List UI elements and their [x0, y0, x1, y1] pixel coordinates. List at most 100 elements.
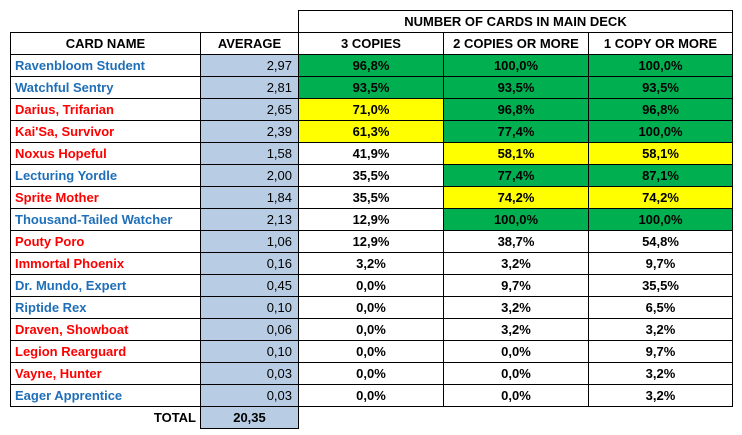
table-row: Pouty Poro 1,06 12,9% 38,7% 54,8%: [10, 230, 733, 253]
blank-cell: [444, 407, 589, 429]
card-name-cell: Watchful Sentry: [10, 76, 201, 99]
table-row: Lecturing Yordle 2,00 35,5% 77,4% 87,1%: [10, 164, 733, 187]
table-row: Kai'Sa, Survivor 2,39 61,3% 77,4% 100,0%: [10, 120, 733, 143]
pct-1-copy-cell: 93,5%: [588, 76, 733, 99]
header-card-name: CARD NAME: [10, 32, 201, 55]
table-row: Legion Rearguard 0,10 0,0% 0,0% 9,7%: [10, 340, 733, 363]
pct-3-copies-cell: 71,0%: [298, 98, 444, 121]
card-name-cell: Draven, Showboat: [10, 318, 201, 341]
table-body: Ravenbloom Student 2,97 96,8% 100,0% 100,0% W…: [10, 54, 733, 407]
average-cell: 2,65: [200, 98, 299, 121]
pct-3-copies-cell: 0,0%: [298, 296, 444, 319]
header-2-copies: 2 COPIES OR MORE: [443, 32, 589, 55]
card-name-cell: Sprite Mother: [10, 186, 201, 209]
pct-2-copies-cell: 38,7%: [443, 230, 589, 253]
card-name-cell: Immortal Phoenix: [10, 252, 201, 275]
average-cell: 0,10: [200, 296, 299, 319]
average-cell: 2,97: [200, 54, 299, 77]
pct-2-copies-cell: 77,4%: [443, 120, 589, 143]
pct-3-copies-cell: 0,0%: [298, 274, 444, 297]
pct-3-copies-cell: 12,9%: [298, 208, 444, 231]
pct-2-copies-cell: 3,2%: [443, 318, 589, 341]
header-average: AVERAGE: [200, 32, 299, 55]
average-cell: 0,16: [200, 252, 299, 275]
pct-2-copies-cell: 100,0%: [443, 208, 589, 231]
pct-1-copy-cell: 96,8%: [588, 98, 733, 121]
pct-2-copies-cell: 9,7%: [443, 274, 589, 297]
card-name-cell: Ravenbloom Student: [10, 54, 201, 77]
pct-3-copies-cell: 0,0%: [298, 340, 444, 363]
table-row: Draven, Showboat 0,06 0,0% 3,2% 3,2%: [10, 318, 733, 341]
table-row: Darius, Trifarian 2,65 71,0% 96,8% 96,8%: [10, 98, 733, 121]
total-value: 20,35: [200, 406, 299, 429]
card-name-cell: Dr. Mundo, Expert: [10, 274, 201, 297]
pct-1-copy-cell: 100,0%: [588, 54, 733, 77]
table-row: Ravenbloom Student 2,97 96,8% 100,0% 100,0%: [10, 54, 733, 77]
pct-1-copy-cell: 6,5%: [588, 296, 733, 319]
average-cell: 0,45: [200, 274, 299, 297]
group-header-row: NUMBER OF CARDS IN MAIN DECK: [11, 10, 733, 33]
pct-3-copies-cell: 35,5%: [298, 164, 444, 187]
pct-1-copy-cell: 58,1%: [588, 142, 733, 165]
average-cell: 2,81: [200, 76, 299, 99]
pct-1-copy-cell: 3,2%: [588, 384, 733, 407]
total-row: TOTAL 20,35: [10, 406, 733, 429]
pct-2-copies-cell: 58,1%: [443, 142, 589, 165]
pct-2-copies-cell: 77,4%: [443, 164, 589, 187]
average-cell: 0,03: [200, 362, 299, 385]
pct-1-copy-cell: 35,5%: [588, 274, 733, 297]
pct-3-copies-cell: 93,5%: [298, 76, 444, 99]
pct-1-copy-cell: 54,8%: [588, 230, 733, 253]
card-name-cell: Darius, Trifarian: [10, 98, 201, 121]
card-name-cell: Thousand-Tailed Watcher: [10, 208, 201, 231]
card-name-cell: Pouty Poro: [10, 230, 201, 253]
header-1-copy: 1 COPY OR MORE: [588, 32, 733, 55]
card-name-cell: Legion Rearguard: [10, 340, 201, 363]
deck-stats-table: NUMBER OF CARDS IN MAIN DECK CARD NAME A…: [10, 10, 733, 429]
pct-2-copies-cell: 96,8%: [443, 98, 589, 121]
pct-2-copies-cell: 0,0%: [443, 362, 589, 385]
card-name-cell: Eager Apprentice: [10, 384, 201, 407]
pct-3-copies-cell: 61,3%: [298, 120, 444, 143]
pct-2-copies-cell: 74,2%: [443, 186, 589, 209]
header-3-copies: 3 COPIES: [298, 32, 444, 55]
pct-3-copies-cell: 41,9%: [298, 142, 444, 165]
pct-1-copy-cell: 100,0%: [588, 120, 733, 143]
group-header: NUMBER OF CARDS IN MAIN DECK: [298, 10, 733, 33]
table-row: Immortal Phoenix 0,16 3,2% 3,2% 9,7%: [10, 252, 733, 275]
pct-2-copies-cell: 100,0%: [443, 54, 589, 77]
pct-2-copies-cell: 3,2%: [443, 252, 589, 275]
pct-3-copies-cell: 3,2%: [298, 252, 444, 275]
blank-cell: [589, 407, 733, 429]
pct-3-copies-cell: 0,0%: [298, 362, 444, 385]
average-cell: 2,00: [200, 164, 299, 187]
pct-1-copy-cell: 74,2%: [588, 186, 733, 209]
table-row: Noxus Hopeful 1,58 41,9% 58,1% 58,1%: [10, 142, 733, 165]
table-row: Thousand-Tailed Watcher 2,13 12,9% 100,0% 10…: [10, 208, 733, 231]
table-row: Dr. Mundo, Expert 0,45 0,0% 9,7% 35,5%: [10, 274, 733, 297]
pct-2-copies-cell: 93,5%: [443, 76, 589, 99]
table-row: Eager Apprentice 0,03 0,0% 0,0% 3,2%: [10, 384, 733, 407]
average-cell: 1,58: [200, 142, 299, 165]
pct-3-copies-cell: 0,0%: [298, 318, 444, 341]
average-cell: 0,10: [200, 340, 299, 363]
average-cell: 0,03: [200, 384, 299, 407]
average-cell: 0,06: [200, 318, 299, 341]
pct-3-copies-cell: 96,8%: [298, 54, 444, 77]
pct-2-copies-cell: 3,2%: [443, 296, 589, 319]
average-cell: 2,39: [200, 120, 299, 143]
card-name-cell: Riptide Rex: [10, 296, 201, 319]
pct-1-copy-cell: 100,0%: [588, 208, 733, 231]
blank-cell: [299, 407, 444, 429]
pct-1-copy-cell: 9,7%: [588, 340, 733, 363]
pct-1-copy-cell: 3,2%: [588, 318, 733, 341]
card-name-cell: Noxus Hopeful: [10, 142, 201, 165]
pct-3-copies-cell: 0,0%: [298, 384, 444, 407]
pct-1-copy-cell: 87,1%: [588, 164, 733, 187]
blank-cell: [201, 11, 299, 33]
card-name-cell: Kai'Sa, Survivor: [10, 120, 201, 143]
table-row: Riptide Rex 0,10 0,0% 3,2% 6,5%: [10, 296, 733, 319]
table-row: Sprite Mother 1,84 35,5% 74,2% 74,2%: [10, 186, 733, 209]
table-row: Vayne, Hunter 0,03 0,0% 0,0% 3,2%: [10, 362, 733, 385]
blank-cell: [11, 11, 201, 33]
